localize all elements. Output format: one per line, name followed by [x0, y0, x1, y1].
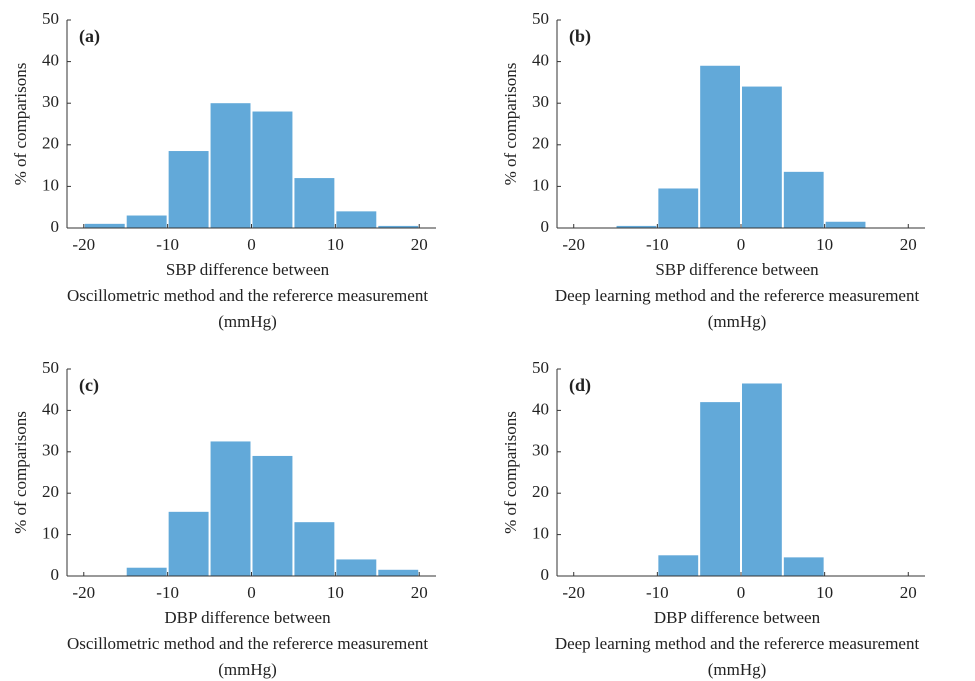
bar — [336, 211, 377, 228]
y-tick-label: 40 — [42, 51, 59, 70]
x-axis-label: (mmHg) — [218, 312, 277, 331]
x-tick-label: 10 — [816, 583, 833, 602]
x-axis-label: SBP difference between — [655, 260, 819, 279]
x-tick-label: -20 — [72, 235, 95, 254]
bar — [168, 151, 209, 228]
y-tick-label: 0 — [541, 565, 550, 584]
x-tick-label: -10 — [156, 235, 179, 254]
x-axis-label: (mmHg) — [218, 660, 277, 679]
bar — [378, 569, 419, 576]
panel-label: (b) — [569, 26, 591, 47]
y-tick-label: 30 — [42, 92, 59, 111]
bar — [700, 65, 740, 228]
bar — [783, 171, 824, 228]
x-tick-label: 0 — [247, 583, 256, 602]
panel-label: (a) — [79, 26, 100, 47]
y-tick-label: 40 — [42, 399, 59, 418]
panel-label: (c) — [79, 375, 99, 396]
x-tick-label: -10 — [646, 235, 669, 254]
y-axis-label: % of comparisons — [11, 411, 30, 534]
bar — [210, 103, 251, 228]
y-tick-label: 0 — [541, 217, 550, 236]
x-tick-label: 0 — [737, 583, 746, 602]
y-axis-label: % of comparisons — [501, 411, 520, 534]
bar — [742, 86, 782, 228]
bar — [294, 178, 335, 228]
x-axis-label: Deep learning method and the refererce m… — [555, 634, 920, 653]
bar — [252, 455, 293, 576]
bar — [252, 111, 293, 228]
y-tick-label: 50 — [42, 9, 59, 28]
bar — [742, 383, 782, 576]
y-tick-label: 50 — [532, 358, 549, 377]
bar — [294, 522, 335, 576]
y-tick-label: 10 — [532, 175, 549, 194]
x-tick-label: 20 — [411, 235, 428, 254]
panel: 0 10 20 30 40 50 -20 -10 0 10 20 (b) % of comparison… — [501, 9, 925, 331]
y-tick-label: 30 — [532, 441, 549, 460]
bar — [84, 223, 125, 228]
x-tick-label: 0 — [247, 235, 256, 254]
x-tick-label: 20 — [900, 235, 917, 254]
x-axis-label: DBP difference between — [654, 608, 821, 627]
x-tick-label: 10 — [816, 235, 833, 254]
panel: 0 10 20 30 40 50 -20 -10 0 10 20 (d) % of comparison… — [501, 358, 925, 679]
panel: 0 10 20 30 40 50 -20 -10 0 10 20 (c) % of comparison… — [11, 358, 436, 679]
y-tick-label: 0 — [51, 565, 60, 584]
x-axis-label: Deep learning method and the refererce m… — [555, 286, 920, 305]
y-tick-label: 50 — [532, 9, 549, 28]
y-tick-label: 30 — [42, 441, 59, 460]
bar — [126, 215, 167, 228]
y-tick-label: 10 — [532, 524, 549, 543]
x-tick-label: -20 — [562, 235, 585, 254]
y-tick-label: 20 — [532, 134, 549, 153]
y-tick-label: 10 — [42, 524, 59, 543]
bar — [825, 221, 866, 228]
bar — [658, 188, 699, 228]
x-tick-label: -20 — [562, 583, 585, 602]
bar — [616, 225, 657, 228]
y-tick-label: 20 — [532, 482, 549, 501]
x-axis-label: (mmHg) — [708, 660, 767, 679]
y-tick-label: 50 — [42, 358, 59, 377]
panel-label: (d) — [569, 375, 591, 396]
bar — [378, 225, 419, 228]
x-axis-label: (mmHg) — [708, 312, 767, 331]
x-tick-label: 0 — [737, 235, 746, 254]
panel: 0 10 20 30 40 50 -20 -10 0 10 20 (a) % of comparison… — [11, 9, 436, 331]
x-tick-label: 10 — [327, 583, 344, 602]
x-tick-label: 10 — [327, 235, 344, 254]
y-tick-label: 10 — [42, 175, 59, 194]
y-tick-label: 0 — [51, 217, 60, 236]
y-tick-label: 40 — [532, 399, 549, 418]
x-tick-label: -10 — [156, 583, 179, 602]
x-axis-label: Oscillometric method and the refererce m… — [67, 286, 428, 305]
y-tick-label: 30 — [532, 92, 549, 111]
y-tick-label: 20 — [42, 134, 59, 153]
x-axis-label: Oscillometric method and the refererce m… — [67, 634, 428, 653]
bar — [783, 557, 824, 576]
bar — [336, 559, 377, 576]
y-axis-label: % of comparisons — [501, 63, 520, 186]
y-tick-label: 20 — [42, 482, 59, 501]
x-tick-label: 20 — [900, 583, 917, 602]
bar — [700, 402, 740, 576]
x-axis-label: SBP difference between — [166, 260, 330, 279]
bar — [126, 567, 167, 576]
bar — [168, 511, 209, 576]
y-tick-label: 40 — [532, 51, 549, 70]
x-tick-label: -20 — [72, 583, 95, 602]
y-axis-label: % of comparisons — [11, 63, 30, 186]
x-tick-label: -10 — [646, 583, 669, 602]
x-axis-label: DBP difference between — [164, 608, 331, 627]
x-tick-label: 20 — [411, 583, 428, 602]
bar — [658, 555, 699, 576]
bar — [210, 441, 251, 576]
